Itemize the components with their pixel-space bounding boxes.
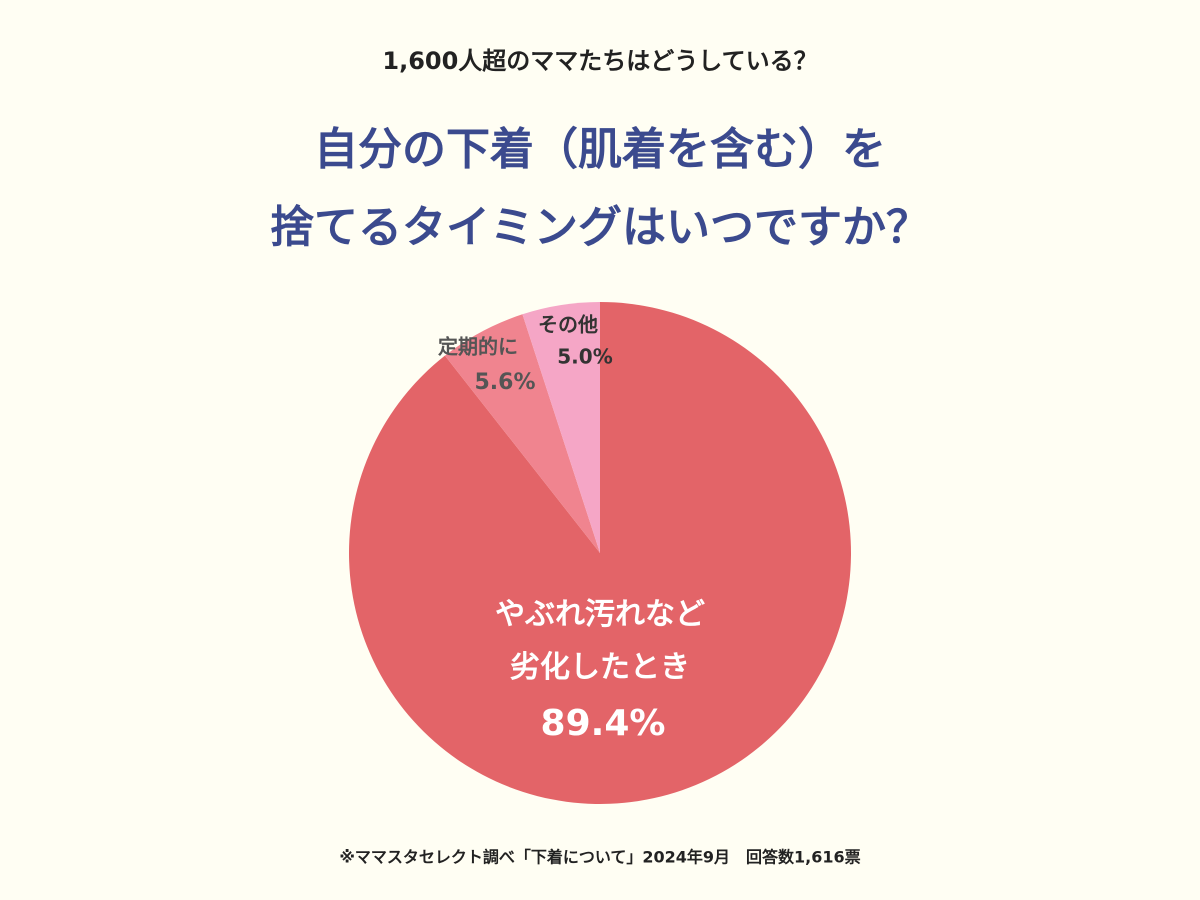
chart-subtitle: 1,600人超のママたちはどうしている？	[382, 47, 817, 75]
value-label: 5.6%	[474, 370, 535, 395]
chart-title: 自分の下着（肌着を含む）を捨てるタイミングはいつですか？	[270, 124, 930, 253]
pie-slice	[349, 302, 852, 805]
value-label: 89.4%	[541, 703, 666, 744]
pie-slice	[444, 314, 600, 553]
slice-label: その他	[538, 313, 598, 337]
value-label: 5.0%	[557, 345, 612, 369]
slice-label: やぶれ汚れなど劣化したとき	[495, 597, 705, 685]
chart-note: ※ママスタセレクト調べ「下着について」2024年9月 回答数1,616票	[339, 848, 860, 867]
slice-label: 定期的に	[438, 335, 518, 359]
pie-slice	[522, 302, 600, 553]
